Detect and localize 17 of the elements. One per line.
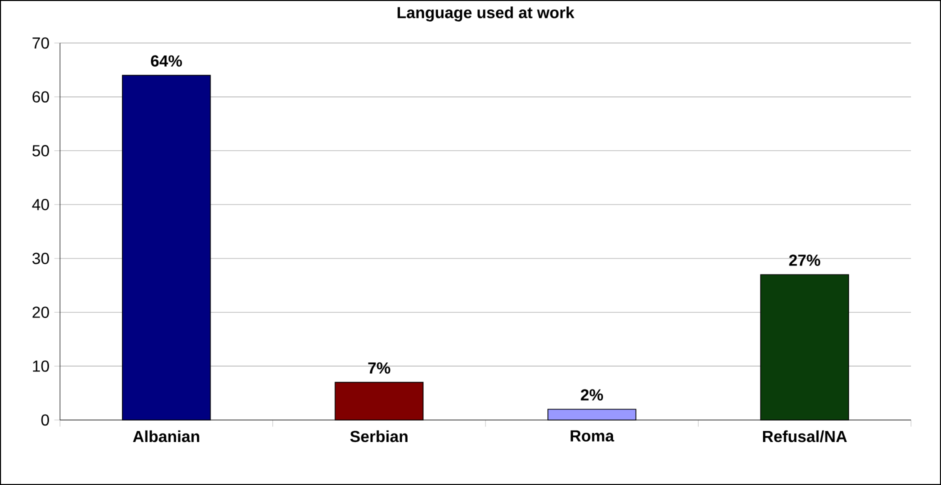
y-tick-label: 60	[32, 91, 49, 103]
x-tick-label: Refusal/NA	[763, 430, 847, 442]
chart-title: Language used at work	[398, 6, 574, 22]
y-tick-label: 50	[32, 145, 49, 156]
y-tick-label: 10	[33, 360, 49, 372]
x-tick-label: Roma	[570, 430, 614, 442]
data-label: 27%	[789, 254, 820, 266]
y-tick-label: 20	[32, 306, 49, 318]
y-tick-label: 70	[32, 37, 49, 49]
data-label: 2%	[580, 389, 604, 401]
y-tick-label: 0	[41, 414, 49, 426]
y-tick-label: 30	[32, 252, 49, 264]
data-label: 64%	[150, 55, 182, 67]
data-label: 7%	[368, 362, 390, 374]
x-tick-label: Serbian	[350, 430, 408, 442]
y-tick-label: 40	[32, 198, 49, 210]
x-tick-label: Albanian	[132, 430, 200, 442]
